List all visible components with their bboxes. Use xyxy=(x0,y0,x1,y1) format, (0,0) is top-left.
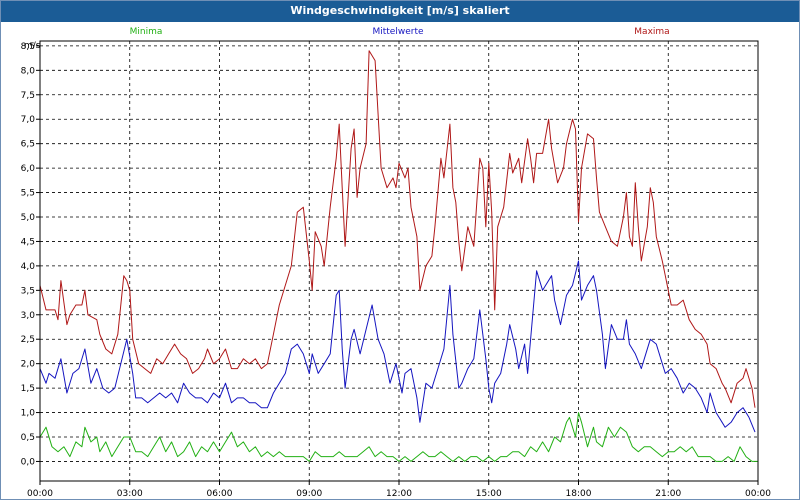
x-tick-time: 18:00 xyxy=(566,489,592,499)
y-tick-label: 0,5 xyxy=(21,433,35,443)
legend-mittelwerte: Mittelwerte xyxy=(372,27,423,37)
y-tick-label: 8,0 xyxy=(21,66,36,76)
x-tick-time: 00:00 xyxy=(745,489,771,499)
plot-frame xyxy=(39,40,759,482)
y-tick-label: 4,5 xyxy=(21,237,35,247)
y-tick-label: 8,5 xyxy=(21,42,35,52)
y-tick-label: 2,5 xyxy=(21,335,35,345)
series-maxima-line xyxy=(39,50,756,408)
x-tick-time: 00:00 xyxy=(27,489,53,499)
y-tick-label: 3,5 xyxy=(21,286,35,296)
window-title: Windgeschwindigkeit [m/s] skaliert xyxy=(1,1,799,22)
series-minima-line xyxy=(39,412,758,462)
y-tick-label: 3,0 xyxy=(21,311,36,321)
y-tick-label: 6,5 xyxy=(21,140,35,150)
y-tick-label: 5,5 xyxy=(21,189,35,199)
series-mittelwerte-line xyxy=(39,260,756,433)
y-tick-label: 0,0 xyxy=(21,457,36,467)
y-axis-ticks: 0,0 0,5 1,0 1,5 2,0 2,5 3,0 3,5 4,0 4,5 5,0 5,5 6,0 6… xyxy=(21,42,40,467)
x-tick-time: 03:00 xyxy=(117,489,143,499)
x-tick-time: 09:00 xyxy=(296,489,322,499)
grid xyxy=(40,41,758,481)
x-axis-ticks: 00:0031.03.2003:0031.03.2006:0031.03.200… xyxy=(27,481,771,499)
y-tick-label: 5,0 xyxy=(21,213,36,223)
y-tick-label: 4,0 xyxy=(21,262,36,272)
x-tick-time: 12:00 xyxy=(386,489,412,499)
y-axis-unit: m/s xyxy=(24,41,41,51)
y-tick-label: 1,5 xyxy=(21,384,35,394)
y-tick-label: 7,0 xyxy=(21,115,36,125)
wind-speed-chart: Minima Mittelwerte Maxima m/s 0,0 0,5 1,0 1… xyxy=(21,27,772,499)
x-tick-time: 21:00 xyxy=(655,489,681,499)
y-tick-label: 1,0 xyxy=(21,409,36,419)
legend-minima: Minima xyxy=(130,27,163,37)
x-tick-time: 06:00 xyxy=(207,489,233,499)
y-tick-label: 2,0 xyxy=(21,360,36,370)
x-tick-time: 15:00 xyxy=(476,489,502,499)
legend-maxima: Maxima xyxy=(634,27,669,37)
series-lines xyxy=(39,50,758,462)
y-tick-label: 6,0 xyxy=(21,164,36,174)
y-tick-label: 7,5 xyxy=(21,91,35,101)
